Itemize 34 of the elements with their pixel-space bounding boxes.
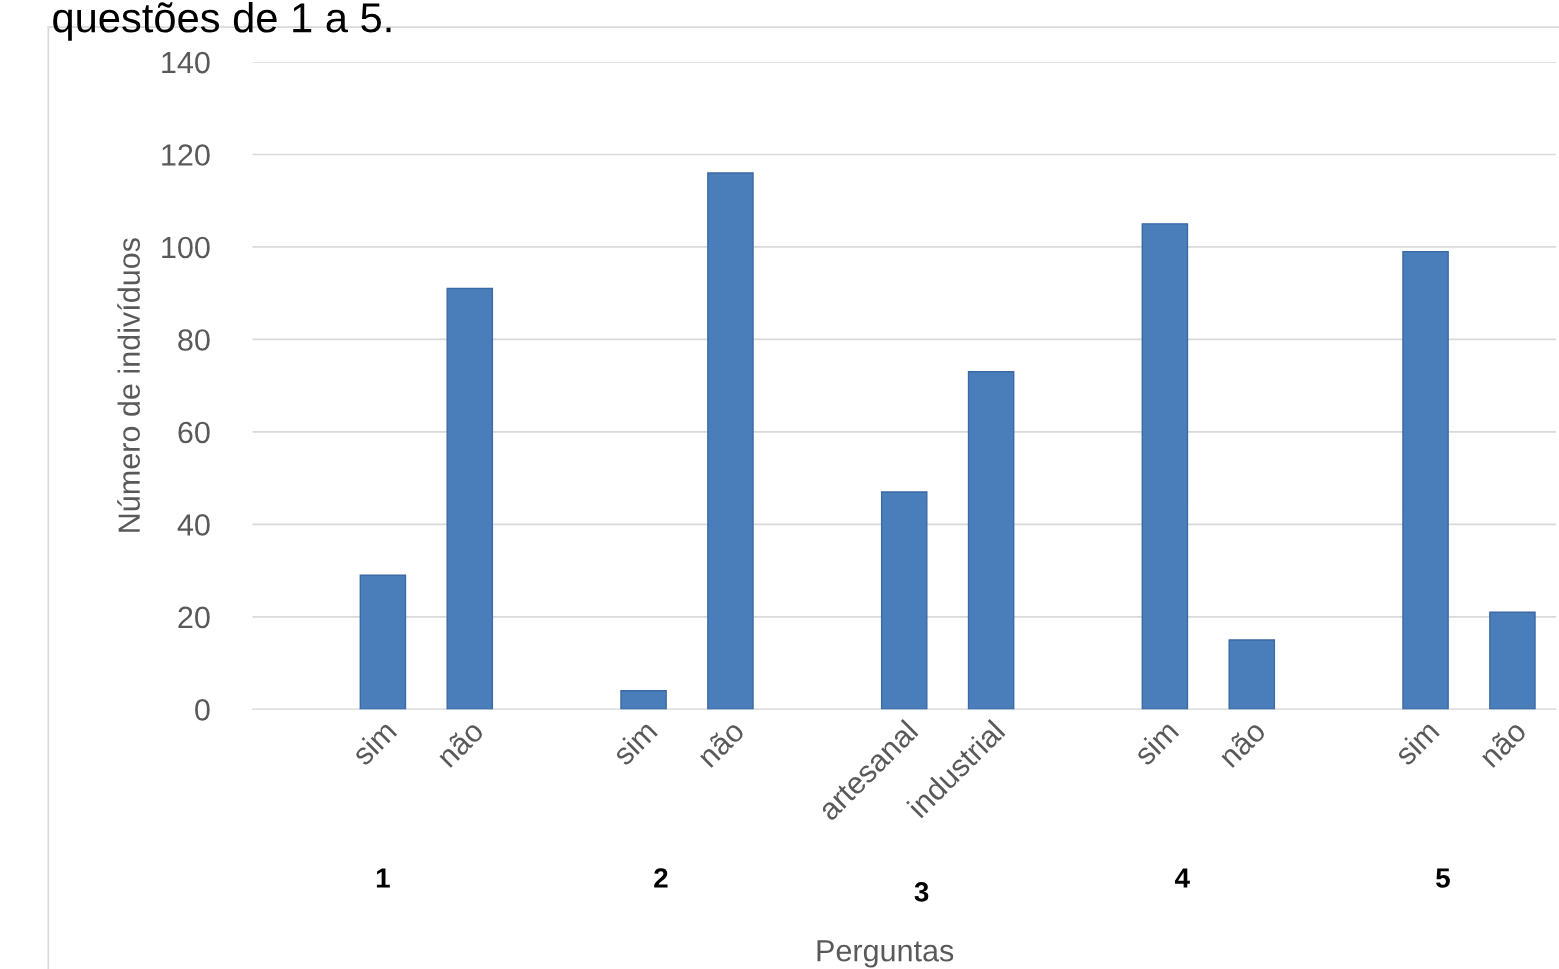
bar (1228, 639, 1276, 710)
bar (880, 491, 928, 710)
y-axis-title: Número de indivíduos (117, 238, 140, 532)
bar (1489, 611, 1536, 710)
x-tick-label: não (1217, 718, 1267, 769)
chart-title: questões de 1 a 5. (53, 1, 391, 41)
bar (359, 574, 407, 710)
bar (1402, 250, 1449, 710)
bar (1141, 223, 1189, 710)
text: 5 (1436, 868, 1450, 888)
text: 3 (914, 882, 929, 902)
x-tick-label: não (435, 718, 485, 769)
x-tick-label: não (695, 718, 746, 769)
bar (620, 690, 667, 710)
y-tick-label: 0 (195, 699, 210, 721)
x-tick-label: sim (610, 719, 658, 767)
y-tick-label: 60 (178, 421, 210, 444)
x-tick-label: sim (1131, 719, 1180, 767)
y-tick-label: 80 (178, 329, 210, 351)
x-tick-label: não (1477, 718, 1528, 769)
x-tick-label: sim (349, 719, 398, 767)
y-tick-label: 120 (162, 144, 210, 166)
y-tick-label: 20 (178, 606, 210, 629)
y-tick-label: 140 (162, 51, 210, 74)
y-tick-label: 40 (177, 514, 210, 536)
y-tick-label: 100 (162, 236, 210, 259)
text: 2 (654, 868, 668, 888)
text: 1 (376, 868, 390, 888)
text: 4 (1174, 868, 1190, 888)
bar (446, 287, 494, 710)
x-axis-title: Perguntas (817, 940, 954, 968)
x-tick-label: sim (1392, 719, 1440, 767)
bar (707, 172, 754, 710)
bar (967, 371, 1015, 710)
